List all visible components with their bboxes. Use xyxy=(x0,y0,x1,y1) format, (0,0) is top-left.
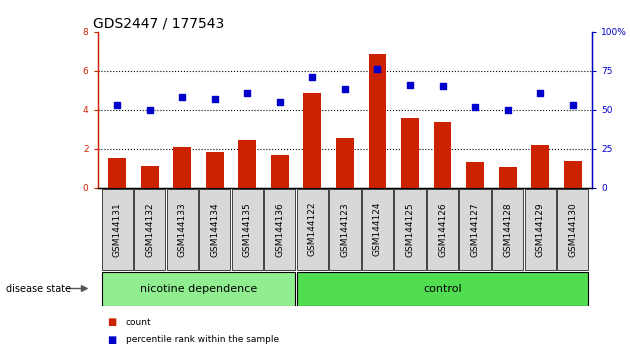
Text: ■: ■ xyxy=(107,335,117,345)
Text: GSM144123: GSM144123 xyxy=(340,202,350,257)
Bar xyxy=(271,155,289,188)
Bar xyxy=(401,118,419,188)
Bar xyxy=(564,161,581,188)
Bar xyxy=(369,54,386,188)
FancyBboxPatch shape xyxy=(427,189,458,270)
FancyBboxPatch shape xyxy=(362,189,393,270)
Text: GSM144125: GSM144125 xyxy=(406,202,415,257)
Text: GSM144136: GSM144136 xyxy=(275,202,284,257)
Text: GSM144131: GSM144131 xyxy=(113,202,122,257)
Bar xyxy=(531,145,549,188)
Text: GSM144133: GSM144133 xyxy=(178,202,186,257)
Text: GSM144124: GSM144124 xyxy=(373,202,382,256)
FancyBboxPatch shape xyxy=(394,189,426,270)
FancyBboxPatch shape xyxy=(329,189,360,270)
Point xyxy=(503,107,513,113)
Bar xyxy=(466,162,484,188)
Point xyxy=(177,95,187,100)
Bar xyxy=(206,152,224,188)
Point xyxy=(340,87,350,92)
Point xyxy=(307,74,318,80)
FancyBboxPatch shape xyxy=(101,272,295,306)
FancyBboxPatch shape xyxy=(525,189,556,270)
Bar xyxy=(238,140,256,188)
Point xyxy=(210,96,220,102)
Text: GSM144129: GSM144129 xyxy=(536,202,545,257)
Bar xyxy=(108,159,126,188)
FancyBboxPatch shape xyxy=(166,189,198,270)
Bar xyxy=(433,122,452,188)
Bar xyxy=(499,167,517,188)
Point xyxy=(470,104,480,109)
Point xyxy=(535,90,545,96)
FancyBboxPatch shape xyxy=(199,189,231,270)
FancyBboxPatch shape xyxy=(492,189,524,270)
FancyBboxPatch shape xyxy=(557,189,588,270)
Text: percentile rank within the sample: percentile rank within the sample xyxy=(126,335,279,344)
Text: GSM144130: GSM144130 xyxy=(568,202,577,257)
Point xyxy=(145,107,155,113)
Point xyxy=(243,90,253,96)
Text: count: count xyxy=(126,318,152,327)
Bar xyxy=(336,138,354,188)
Bar xyxy=(140,166,159,188)
Point xyxy=(437,84,447,89)
Point xyxy=(112,102,122,108)
FancyBboxPatch shape xyxy=(101,189,133,270)
Text: control: control xyxy=(423,284,462,293)
Text: GSM144122: GSM144122 xyxy=(308,202,317,256)
Point xyxy=(372,67,382,72)
Text: nicotine dependence: nicotine dependence xyxy=(140,284,257,293)
Text: GSM144134: GSM144134 xyxy=(210,202,219,257)
Text: ■: ■ xyxy=(107,317,117,327)
Text: GSM144128: GSM144128 xyxy=(503,202,512,257)
Text: GSM144135: GSM144135 xyxy=(243,202,252,257)
Text: GSM144132: GSM144132 xyxy=(145,202,154,257)
Point xyxy=(275,99,285,105)
Text: disease state: disease state xyxy=(6,284,71,293)
FancyBboxPatch shape xyxy=(459,189,491,270)
Bar xyxy=(173,147,191,188)
FancyBboxPatch shape xyxy=(297,272,588,306)
Text: GDS2447 / 177543: GDS2447 / 177543 xyxy=(93,17,224,31)
Point xyxy=(405,82,415,88)
Point xyxy=(568,102,578,108)
Bar xyxy=(304,93,321,188)
FancyBboxPatch shape xyxy=(134,189,165,270)
Text: GSM144127: GSM144127 xyxy=(471,202,479,257)
FancyBboxPatch shape xyxy=(232,189,263,270)
Text: GSM144126: GSM144126 xyxy=(438,202,447,257)
FancyBboxPatch shape xyxy=(264,189,295,270)
FancyBboxPatch shape xyxy=(297,189,328,270)
